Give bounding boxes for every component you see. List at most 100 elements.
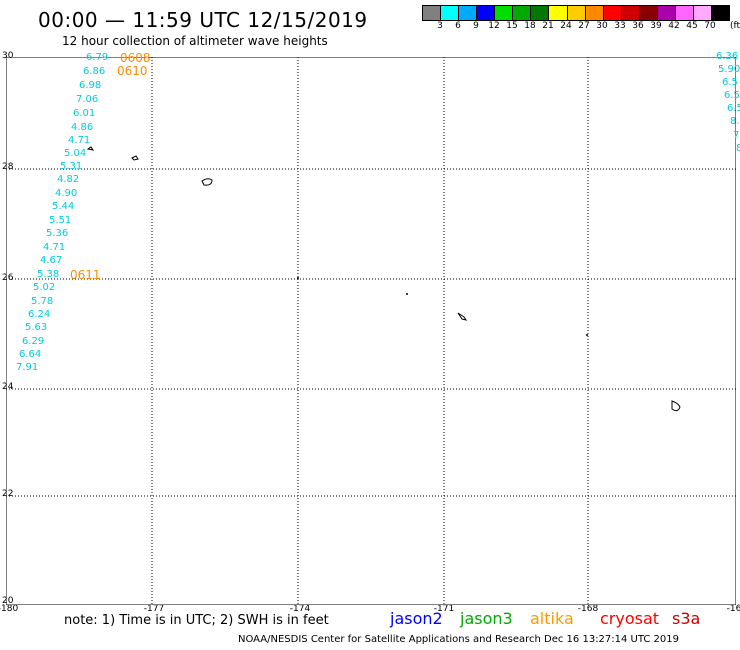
wave-height-value: 6.86 — [83, 66, 106, 77]
wave-height-value: 6.64 — [19, 349, 42, 360]
legend-swatch — [693, 6, 712, 20]
wave-height-value: 6.5 — [722, 77, 738, 88]
satellite-cryosat: cryosat — [600, 609, 660, 628]
legend-swatch — [675, 6, 694, 20]
legend-label: 6 — [455, 21, 461, 31]
wave-height-value: 8. — [730, 116, 740, 127]
legend-label: 42 — [668, 21, 680, 31]
credit-line: NOAA/NESDIS Center for Satellite Applica… — [238, 634, 680, 645]
wave-height-value: 4.71 — [43, 242, 66, 253]
wave-height-value: 4.67 — [40, 255, 63, 266]
altimeter-map — [6, 57, 736, 605]
footer-note: note: 1) Time is in UTC; 2) SWH is in fe… — [64, 613, 329, 628]
satellite-jason3: jason3 — [460, 609, 513, 628]
wave-height-value: 5.04 — [64, 148, 87, 159]
wave-height-value: 7.06 — [76, 94, 99, 105]
legend-swatch — [639, 6, 658, 20]
legend-swatch — [549, 6, 568, 20]
wave-height-value: 6.24 — [28, 309, 51, 320]
wave-height-value: 5.78 — [31, 296, 54, 307]
wave-height-value: 4.86 — [71, 122, 94, 133]
map-title: 00:00 — 11:59 UTC 12/15/2019 — [38, 8, 368, 32]
legend-swatch — [459, 6, 478, 20]
wave-height-value: 4.71 — [68, 135, 91, 146]
wave-height-value: 5.90 — [718, 64, 740, 75]
pass-time-label: 0611 — [70, 268, 101, 282]
island-dot — [297, 277, 299, 279]
legend-label: 36 — [632, 21, 644, 31]
legend-labels: 3 6 9 12 15 18 21 24 27 30 33 36 39 42 45 70 — [422, 21, 740, 33]
legend-swatch — [531, 6, 550, 20]
legend-swatch — [495, 6, 514, 20]
wave-height-value: 7.91 — [16, 362, 39, 373]
legend-label: 24 — [560, 21, 572, 31]
island-outline — [86, 146, 95, 151]
wave-height-value: 5.38 — [37, 269, 60, 280]
island-dot — [586, 334, 588, 336]
satellite-s3a: s3a — [672, 609, 701, 628]
legend-swatch — [441, 6, 460, 20]
longitude-label: -16 — [726, 604, 740, 614]
wave-height-value: 7 — [733, 130, 740, 141]
legend-swatch — [477, 6, 496, 20]
wave-height-value: 5.36 — [46, 228, 69, 239]
island-outline — [201, 178, 213, 186]
wave-height-color-legend — [422, 5, 730, 21]
wave-height-value: 4.82 — [57, 174, 80, 185]
latitude-label: 24 — [2, 382, 14, 392]
legend-label: 12 — [488, 21, 500, 31]
wave-height-value: 6.29 — [22, 336, 45, 347]
legend-swatch — [603, 6, 622, 20]
legend-label: 9 — [473, 21, 479, 31]
wave-height-value: 6.98 — [79, 80, 102, 91]
longitude-label: -174 — [289, 604, 311, 614]
map-subtitle: 12 hour collection of altimeter wave hei… — [62, 34, 328, 48]
satellite-altika: altika — [530, 609, 574, 628]
latitude-label: 20 — [2, 596, 14, 606]
island-outline — [131, 155, 139, 161]
wave-height-value: 5.31 — [60, 161, 83, 172]
legend-swatch — [657, 6, 676, 20]
legend-swatch — [513, 6, 532, 20]
wave-height-value: 6.79 — [86, 52, 109, 63]
latitude-label: 26 — [2, 273, 14, 283]
longitude-label: -180 — [0, 604, 19, 614]
wave-height-value: 5.02 — [33, 282, 56, 293]
pass-time-label: 0608 — [120, 51, 151, 65]
wave-height-value: 5.63 — [25, 322, 48, 333]
legend-swatch — [423, 6, 442, 20]
legend-label: 3 — [437, 21, 443, 31]
longitude-label: -177 — [143, 604, 165, 614]
wave-height-value: 6.5 — [727, 103, 740, 114]
wave-height-value: 6.5 — [724, 90, 740, 101]
longitude-label: -168 — [577, 604, 599, 614]
legend-label: 45 — [686, 21, 698, 31]
wave-height-value: 5.51 — [49, 215, 72, 226]
wave-height-value: 4.90 — [55, 188, 78, 199]
legend-swatch — [585, 6, 604, 20]
legend-swatch — [712, 6, 730, 20]
latitude-label: 30 — [2, 51, 14, 61]
legend-label: 30 — [596, 21, 608, 31]
legend-label: 15 — [506, 21, 518, 31]
latitude-label: 28 — [2, 162, 14, 172]
legend-unit: (ft) — [730, 21, 740, 31]
legend-label: 21 — [542, 21, 554, 31]
legend-swatch — [621, 6, 640, 20]
legend-label: 27 — [578, 21, 590, 31]
latitude-label: 22 — [2, 489, 14, 499]
wave-height-value: 6.36 — [716, 51, 739, 62]
legend-label: 39 — [650, 21, 662, 31]
wave-height-value: 6.01 — [73, 108, 96, 119]
island-outline — [671, 400, 681, 412]
legend-label: 70 — [704, 21, 716, 31]
legend-label: 33 — [614, 21, 626, 31]
island-dot — [406, 293, 408, 295]
pass-time-label: 0610 — [117, 64, 148, 78]
legend-swatch — [567, 6, 586, 20]
longitude-label: -171 — [433, 604, 455, 614]
wave-height-value: 8 — [736, 143, 740, 154]
island-outline — [457, 312, 468, 321]
legend-label: 18 — [524, 21, 536, 31]
wave-height-value: 5.44 — [52, 201, 75, 212]
